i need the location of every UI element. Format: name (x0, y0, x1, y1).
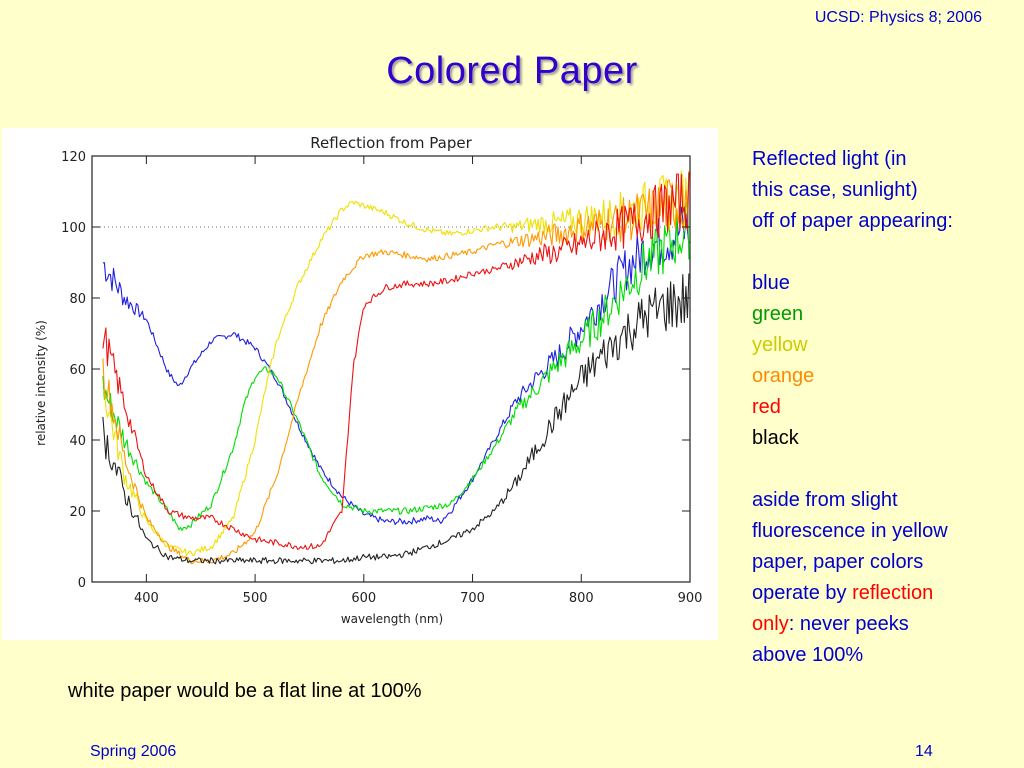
color-word-green: green (752, 303, 804, 325)
y-tick-label-120: 120 (61, 150, 86, 165)
chart-panel: Reflection from Paper relative intensity… (2, 128, 718, 640)
y-tick-label-60: 60 (69, 363, 86, 378)
side-notes: Reflected light (in this case, sunlight)… (752, 144, 1017, 671)
intro-line-1: Reflected light (in (752, 148, 907, 170)
x-tick-label-400: 400 (134, 591, 159, 606)
aside-line-2: fluorescence in yellow (752, 520, 948, 542)
only-word: only (752, 613, 789, 635)
y-tick-label-40: 40 (69, 434, 86, 449)
last-line: above 100% (752, 644, 864, 666)
x-tick-label-700: 700 (460, 591, 485, 606)
intro-line-2: this case, sunlight) (752, 179, 918, 201)
series-line-blue (102, 206, 690, 526)
series-line-yellow (102, 170, 690, 557)
operate-line: operate by reflection (752, 578, 1017, 609)
aside-line-3: paper, paper colors (752, 551, 924, 573)
y-tick-label-80: 80 (69, 292, 86, 307)
color-word-red: red (752, 396, 781, 418)
intro-line-3: off of paper appearing: (752, 210, 953, 232)
chart-title: Reflection from Paper (310, 134, 472, 152)
only-suffix: : never peeks (788, 613, 909, 635)
color-word-black: black (752, 427, 799, 449)
series-line-red (102, 172, 690, 550)
x-axis-label: wavelength (nm) (341, 612, 443, 626)
x-tick-label-600: 600 (351, 591, 376, 606)
reflection-chart: Reflection from Paper relative intensity… (34, 134, 702, 626)
aside-line-1: aside from slight (752, 489, 898, 511)
y-tick-label-20: 20 (69, 505, 86, 520)
series-line-green (102, 198, 690, 531)
color-word-orange: orange (752, 365, 815, 387)
x-tick-label-900: 900 (678, 591, 703, 606)
color-word-yellow: yellow (752, 334, 808, 356)
footer-date: Spring 2006 (90, 743, 177, 760)
color-word-blue: blue (752, 272, 790, 294)
x-tick-label-800: 800 (569, 591, 594, 606)
page-number: 14 (915, 743, 933, 760)
x-tick-label-500: 500 (243, 591, 268, 606)
series-line-black (102, 273, 690, 565)
course-header: UCSD: Physics 8; 2006 (814, 9, 982, 26)
y-tick-label-0: 0 (78, 576, 86, 591)
caption: white paper would be a flat line at 100% (68, 680, 422, 702)
reflection-word: reflection (852, 582, 934, 604)
y-axis-label: relative intensity (%) (34, 320, 48, 446)
series-line-orange (102, 170, 690, 565)
y-tick-label-100: 100 (61, 221, 86, 236)
only-line: only: never peeks (752, 609, 1017, 640)
operate-prefix: operate by (752, 582, 853, 604)
plot-area: 0 20 40 60 80 100 120 400 500 600 700 800 900 (61, 150, 702, 606)
slide-title: Colored Paper (386, 50, 638, 92)
